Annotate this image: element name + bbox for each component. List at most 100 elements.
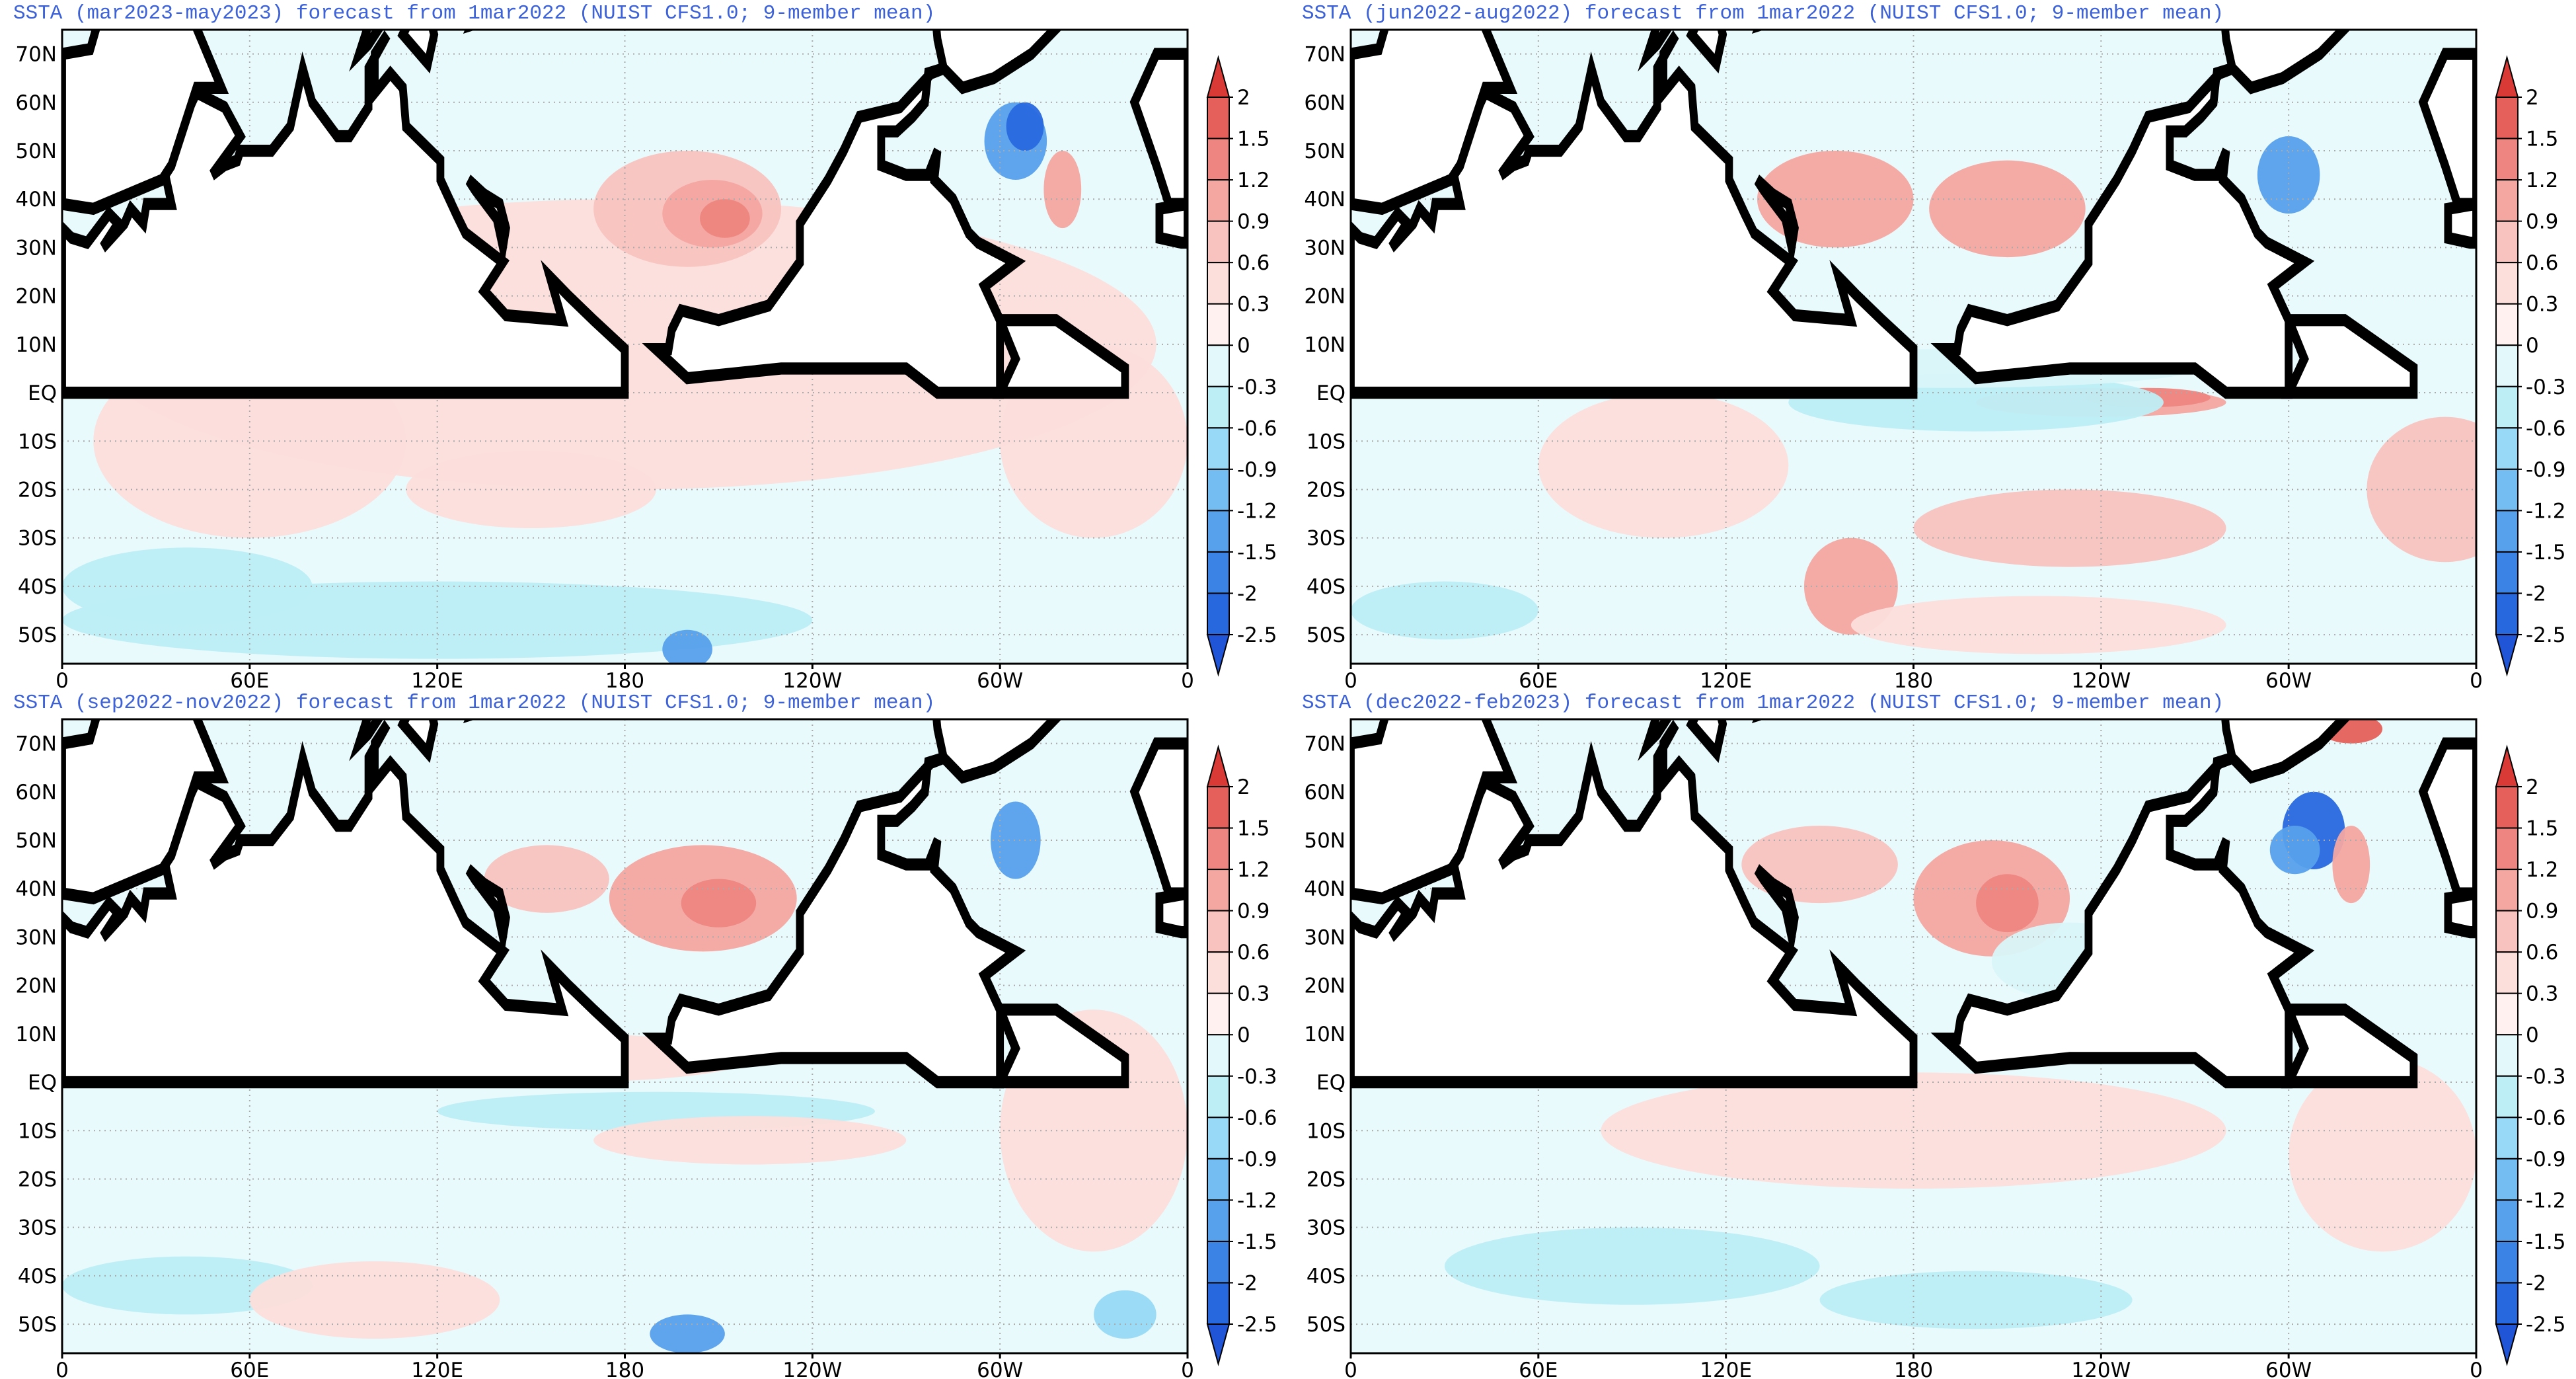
colorbar-segment	[1206, 744, 1231, 787]
lon-label: 0	[1344, 1359, 1357, 1379]
colorbar-label: 1.2	[2526, 858, 2558, 882]
anomaly-patch	[593, 1116, 907, 1165]
map-panel: SSTA (mar2023-may2023) forecast from 1ma…	[13, 2, 1277, 693]
colorbar-segment	[1207, 827, 1230, 871]
panel-title: SSTA (dec2022-feb2023) forecast from 1ma…	[1302, 691, 2224, 715]
colorbar-segment	[2495, 910, 2519, 953]
colorbar-segment	[2495, 551, 2519, 594]
colorbar-label: 1.2	[1237, 169, 1269, 192]
lon-label: 60W	[977, 1359, 1023, 1379]
colorbar-segment	[1207, 551, 1230, 594]
lat-label: 30S	[18, 527, 57, 551]
colorbar-label: 0.9	[2526, 210, 2558, 234]
anomaly-patch	[1913, 489, 2226, 567]
anomaly-patch	[1850, 596, 2226, 654]
colorbar-label: 0.6	[2526, 251, 2558, 275]
lon-label: 120W	[782, 669, 842, 693]
colorbar-segment	[2495, 1282, 2519, 1325]
colorbar-label: 1.5	[1237, 128, 1269, 151]
lat-label: 60N	[1304, 781, 1345, 805]
lon-label: 60E	[230, 669, 269, 693]
colorbar-label: 1.2	[2526, 169, 2558, 192]
colorbar-label: 1.5	[2526, 128, 2558, 151]
colorbar-label: -0.9	[1237, 458, 1277, 482]
anomaly-patch	[1444, 1227, 1820, 1305]
colorbar-label: 0.9	[1237, 210, 1269, 234]
colorbar-label: 0.9	[2526, 900, 2558, 924]
lon-label: 0	[2470, 669, 2483, 693]
colorbar-label: -0.6	[1237, 1106, 1277, 1130]
anomaly-patch	[681, 879, 757, 927]
colorbar-segment	[2495, 869, 2519, 912]
colorbar-segment	[2495, 1117, 2519, 1160]
lat-label: 70N	[15, 43, 57, 67]
colorbar-segment	[1207, 1117, 1230, 1160]
colorbar-segment	[1207, 344, 1230, 387]
lon-label: 180	[1894, 1359, 1933, 1379]
lat-label: 20S	[1307, 478, 1345, 502]
colorbar-label: -0.9	[1237, 1148, 1277, 1171]
anomaly-patch	[1094, 1290, 1156, 1339]
panel-title: SSTA (mar2023-may2023) forecast from 1ma…	[13, 2, 935, 25]
colorbar-label: -1.5	[1237, 1230, 1277, 1254]
colorbar-label: -0.3	[1237, 1065, 1277, 1089]
colorbar-segment	[1207, 951, 1230, 994]
lat-label: 40N	[15, 188, 57, 212]
colorbar-segment	[1207, 1034, 1230, 1077]
lat-label: EQ	[28, 381, 57, 405]
lon-label: 60W	[2265, 669, 2312, 693]
lat-label: 40S	[18, 575, 57, 599]
lat-label: 30S	[18, 1216, 57, 1240]
lat-label: 10S	[18, 1119, 57, 1143]
colorbar-label: -0.3	[2526, 1065, 2566, 1089]
lat-label: 40S	[18, 1265, 57, 1288]
colorbar-label: -2.5	[1237, 1313, 1277, 1337]
colorbar-segment	[2495, 262, 2519, 305]
colorbar-segment	[1207, 303, 1230, 346]
colorbar-label: -0.3	[2526, 375, 2566, 399]
map-panel: SSTA (dec2022-feb2023) forecast from 1ma…	[1302, 691, 2566, 1379]
colorbar-label: 0.6	[1237, 251, 1269, 275]
lat-label: 20N	[15, 974, 57, 998]
lat-label: 10S	[18, 430, 57, 453]
colorbar-segment	[2495, 1034, 2519, 1077]
lat-label: 50S	[18, 1313, 57, 1337]
lon-label: 60E	[230, 1359, 269, 1379]
lon-label: 0	[1181, 1359, 1194, 1379]
lat-label: 60N	[15, 781, 57, 805]
anomaly-patch	[1976, 874, 2039, 933]
anomaly-patch	[1601, 1072, 2226, 1189]
lon-label: 0	[56, 669, 69, 693]
colorbar-label: -0.6	[2526, 1106, 2566, 1130]
lat-label: 70N	[1304, 732, 1345, 756]
colorbar-label: 0	[1237, 1023, 1250, 1047]
colorbar-segment	[1207, 468, 1230, 512]
lon-label: 120W	[2071, 669, 2131, 693]
anomaly-patch	[1741, 826, 1898, 904]
colorbar-label: -0.3	[1237, 375, 1277, 399]
lon-label: 120E	[411, 1359, 463, 1379]
lat-label: 30N	[15, 926, 57, 949]
lon-label: 120W	[782, 1359, 842, 1379]
colorbar-label: -2.5	[2526, 623, 2566, 647]
lat-label: 10S	[1307, 1119, 1345, 1143]
lon-label: 120E	[1700, 669, 1752, 693]
lat-label: 30S	[1307, 1216, 1345, 1240]
lat-label: 50S	[1307, 623, 1345, 647]
colorbar-label: -2	[1237, 1271, 1258, 1295]
lon-label: 0	[1181, 669, 1194, 693]
colorbar-segment	[1207, 592, 1230, 636]
colorbar-segment	[2495, 1075, 2519, 1119]
lat-label: 30N	[1304, 236, 1345, 260]
lat-label: 70N	[15, 732, 57, 756]
lon-label: 0	[1344, 669, 1357, 693]
lat-label: 20N	[15, 285, 57, 309]
colorbar-segment	[1207, 262, 1230, 305]
anomaly-patch	[1929, 160, 2086, 258]
lat-label: 30N	[1304, 926, 1345, 949]
colorbar-label: 0	[2526, 1023, 2539, 1047]
lat-label: 50S	[1307, 1313, 1345, 1337]
lat-label: 20S	[18, 478, 57, 502]
colorbar-label: -2	[1237, 582, 1258, 606]
colorbar-label: 2	[2526, 86, 2539, 110]
